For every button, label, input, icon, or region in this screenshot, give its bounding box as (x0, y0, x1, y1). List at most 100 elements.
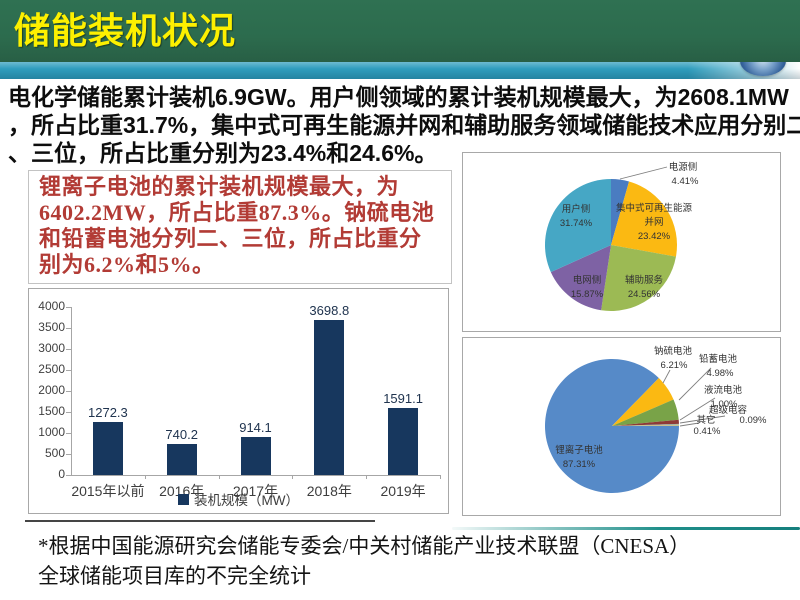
highlight-line: 锂离子电池的累计装机规模最大，为 (39, 174, 400, 199)
body-line: 电化学储能累计装机6.9GW。用户侧领域的累计装机规模最大，为2608.1MW (8, 84, 789, 110)
pie-slice-label: 用户侧 (562, 203, 591, 215)
bar-chart-y-tick (66, 307, 71, 308)
pie-leader-line (679, 415, 726, 424)
pie_application-svg: 电源侧 4.41% 集中式可再生能源并网 23.42% 辅助服务 24.56% 电网侧 15.… (545, 161, 699, 312)
bar-chart-x-tick-label: 2019年 (380, 483, 426, 499)
divider-line-left (25, 520, 375, 522)
bar-chart-x-axis (71, 475, 440, 476)
pie-slice-铅蓄电池 (612, 399, 679, 426)
pie-slice-label: 辅助服务 (625, 274, 664, 286)
bar-chart-y-tick-label: 3500 (38, 320, 65, 334)
pie-chart-application-share: 电源侧 4.41% 集中式可再生能源 并网 23.42% 辅助服务 24.56% 电网侧 15.… (462, 152, 781, 332)
bar-chart-y-tick-label: 1500 (38, 404, 65, 418)
pie-leader-line (619, 166, 668, 180)
bar-chart-installed-capacity: 0 500 1000 1500 2000 2500 3000 3500 4000 1272.3 20… (28, 288, 449, 514)
pie-slice-label: 锂离子电池 (555, 444, 603, 456)
pie-slice-label: 并网 (644, 216, 663, 228)
pie-slice-label: 电网侧 (573, 274, 602, 286)
pie-slice-label: 液流电池 (704, 384, 743, 396)
bar-chart-x-tick (218, 475, 220, 479)
highlight-line: 和铅蓄电池分列二、三位，所占比重分 (39, 226, 422, 251)
pie-slice-label: 31.74% (560, 218, 593, 229)
pie-chart-technology-share: 锂离子电池 87.31% 钠硫电池 6.21% 铅蓄电池 4.98% 液流电池 1.00% 超级… (462, 337, 781, 516)
pie-slice-集中式可再生能源并网 (611, 181, 677, 257)
highlight-box: 锂离子电池的累计装机规模最大，为 6402.2MW，所占比重87.3%。钠硫电池… (28, 170, 452, 284)
bar-chart-x-tick-label: 2018年 (306, 483, 352, 499)
bar-chart-y-tick-label: 0 (58, 467, 65, 481)
pie-slice-电网侧 (550, 245, 611, 311)
pie-slice-label: 集中式可再生能源 (616, 202, 693, 214)
pie-slice-label: 0.09% (740, 415, 767, 426)
pie-slice-label: 6.21% (661, 360, 688, 371)
pie-slice-电源侧 (611, 179, 630, 245)
highlight-line: 6402.2MW，所占比重87.3%。钠硫电池 (39, 200, 435, 225)
bar-chart-value-label: 740.2 (165, 426, 198, 442)
footnote-line: *根据中国能源研究会储能专委会/中关村储能产业技术联盟（CNESA） (38, 534, 691, 558)
legend-swatch (178, 493, 189, 505)
bar-chart-x-tick (292, 475, 294, 479)
body-line: ，所占比重31.7%，集中式可再生能源并网和辅助服务领域储能技术应用分别二 (8, 112, 800, 138)
footnote-line: 全球储能项目库的不完全统计 (38, 564, 311, 588)
bar-chart-y-tick (66, 328, 71, 329)
bar-chart-x-tick-label: 2016年 (159, 483, 205, 499)
bar-chart-y-tick (66, 412, 71, 413)
bar-chart-bar (92, 421, 123, 475)
bar-chart-value-label: 3698.8 (309, 302, 350, 318)
bar-chart-x-tick (440, 475, 441, 479)
pie-slice-label: 超级电容 (709, 404, 748, 416)
bar-chart-y-tick (66, 370, 71, 371)
bar-chart-y-tick (66, 454, 71, 455)
bar-chart-y-axis (71, 307, 72, 475)
bar-chart-y-tick-label: 1000 (38, 425, 65, 439)
bar-chart-bar (240, 436, 271, 475)
pie-slice-label: 15.87% (571, 289, 604, 300)
pie-slice-超级电容 (612, 423, 679, 426)
bar-chart-bar (314, 319, 345, 475)
footnote: *根据中国能源研究会储能专委会/中关村储能产业技术联盟（CNESA） 全球储能项… (38, 531, 778, 591)
bar-chart-x-tick-label: 2017年 (232, 483, 279, 499)
bar-chart-y-tick-label: 2000 (38, 383, 65, 397)
body-paragraph: 电化学储能累计装机6.9GW。用户侧领域的累计装机规模最大，为2608.1MW … (8, 83, 800, 167)
pie-slice-label: 电源侧 (669, 161, 698, 173)
body-line: 、三位，所占比重分别为23.4%和24.6%。 (8, 140, 438, 166)
pie-slice-label: 4.98% (707, 368, 734, 379)
bar-chart-bar (166, 443, 197, 475)
pie-slice-label: 4.41% (672, 176, 699, 187)
pie-slice-label: 0.41% (694, 426, 721, 437)
pie-slice-锂离子电池 (545, 358, 679, 493)
pie-leader-line (678, 367, 712, 401)
pie-leader-line (662, 369, 671, 384)
page-title: 储能装机状况 (14, 10, 237, 51)
bar-chart-bar (388, 408, 419, 475)
bar-chart-value-label: 1591.1 (383, 391, 423, 407)
pie-slice-label: 23.42% (638, 231, 671, 242)
title-bar: 储能装机状况 (0, 0, 800, 62)
pie-slice-label: 钠硫电池 (654, 345, 693, 357)
pie-leader-line (679, 397, 716, 421)
bar-chart-x-tick (366, 475, 368, 479)
accent-bar (0, 62, 800, 79)
pie-slice-label: 24.56% (628, 289, 661, 300)
legend-label: 装机规模（MW） (194, 493, 299, 508)
highlight-line: 别为6.2%和5%。 (39, 252, 215, 277)
bar-chart-y-tick-label: 4000 (38, 299, 65, 313)
bar-chart-y-tick-label: 2500 (38, 362, 65, 376)
bar-chart-value-label: 1272.3 (88, 404, 128, 420)
bar-chart-y-tick (66, 391, 71, 392)
pie-slice-辅助服务 (601, 245, 676, 312)
pie-leader-line (679, 422, 700, 427)
pie-slice-钠硫电池 (612, 378, 674, 426)
pie-slice-其它 (612, 424, 680, 426)
pie-slice-label: 87.31% (563, 459, 596, 470)
bar-chart-y-tick (66, 475, 71, 476)
pie-slice-液流电池 (612, 419, 679, 426)
bar-chart-x-tick (144, 475, 146, 479)
pie-slice-label: 1.00% (711, 399, 738, 410)
bar-chart-legend: 装机规模（MW） (29, 489, 448, 509)
pie-slice-label: 铅蓄电池 (699, 353, 738, 365)
pie-slice-用户侧 (545, 179, 611, 273)
divider-line-teal (452, 527, 800, 530)
bar-chart-x-tick-label: 2015年以前 (71, 483, 145, 499)
bar-chart-y-tick-label: 500 (44, 446, 65, 460)
